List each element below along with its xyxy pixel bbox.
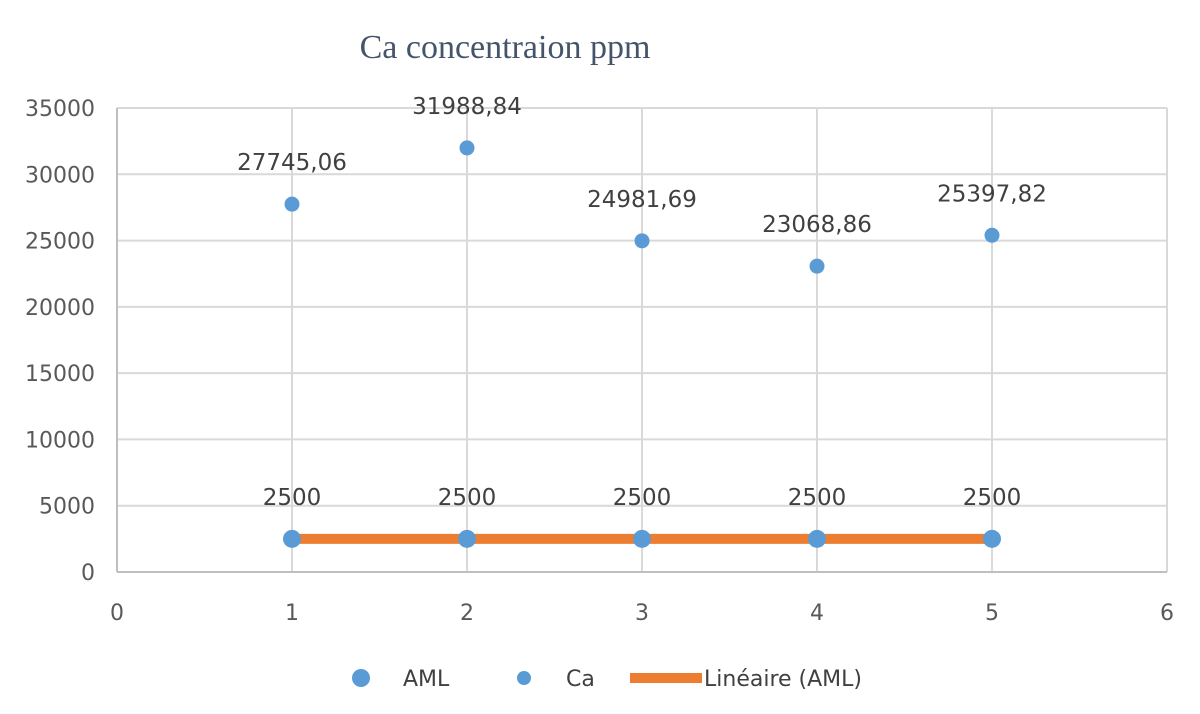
x-tick-label: 6 — [1160, 601, 1174, 626]
point-aml-5 — [983, 529, 1001, 548]
y-tick-label: 30000 — [25, 163, 95, 188]
point-ca-1 — [284, 196, 300, 212]
x-tick-label: 4 — [810, 601, 824, 626]
chart-title: Ca concentraion ppm — [360, 29, 651, 66]
point-ca-3 — [634, 233, 650, 249]
y-tick-label: 5000 — [39, 495, 95, 520]
axes — [116, 108, 1167, 573]
y-tick-label: 35000 — [25, 97, 95, 122]
data-label-aml-5: 2500 — [963, 485, 1022, 511]
data-label-ca-3: 24981,69 — [587, 187, 697, 213]
plot-series — [283, 140, 1001, 548]
point-aml-2 — [458, 529, 476, 548]
legend-swatch-ca — [517, 671, 531, 685]
point-ca-4 — [809, 258, 825, 274]
point-aml-4 — [808, 529, 826, 548]
data-label-ca-1: 27745,06 — [237, 150, 347, 176]
data-label-ca-4: 23068,86 — [762, 212, 872, 238]
y-tick-label: 0 — [81, 561, 95, 586]
legend: AML Ca Linéaire (AML) — [352, 667, 862, 692]
data-label-ca-2: 31988,84 — [412, 94, 522, 120]
y-tick-label: 20000 — [25, 296, 95, 321]
data-label-aml-2: 2500 — [438, 485, 497, 511]
legend-swatch-aml — [352, 669, 370, 687]
legend-label-ca: Ca — [566, 667, 595, 692]
point-ca-5 — [984, 227, 1000, 243]
point-aml-1 — [283, 529, 301, 548]
data-label-aml-3: 2500 — [613, 485, 672, 511]
legend-label-aml: AML — [403, 667, 450, 692]
data-label-ca-5: 25397,82 — [937, 181, 1047, 207]
y-tick-label: 25000 — [25, 230, 95, 255]
point-aml-3 — [633, 529, 651, 548]
x-tick-label: 3 — [635, 601, 649, 626]
x-tick-labels: 0 1 2 3 4 5 6 — [110, 601, 1174, 626]
point-ca-2 — [459, 140, 475, 156]
y-tick-label: 15000 — [25, 362, 95, 387]
x-tick-label: 2 — [460, 601, 474, 626]
x-tick-label: 1 — [285, 601, 299, 626]
data-label-aml-1: 2500 — [263, 485, 322, 511]
y-tick-labels: 0 5000 10000 15000 20000 25000 30000 35000 — [25, 97, 95, 586]
x-tick-label: 0 — [110, 601, 124, 626]
data-label-aml-4: 2500 — [788, 485, 847, 511]
x-tick-label: 5 — [985, 601, 999, 626]
data-labels: 2500 2500 2500 2500 2500 27745,06 31988,84 2498… — [237, 94, 1047, 511]
legend-label-lin-aire-aml: Linéaire (AML) — [704, 667, 862, 692]
y-tick-label: 10000 — [25, 428, 95, 453]
